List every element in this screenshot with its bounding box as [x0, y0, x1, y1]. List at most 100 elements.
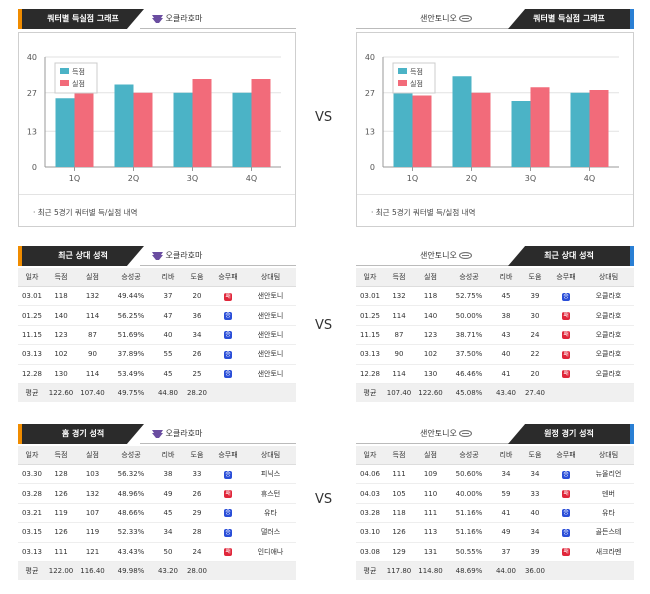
table-cell: 28 [183, 522, 211, 543]
team-label: 오클라호마 [152, 246, 202, 266]
win-badge: 승 [562, 292, 570, 301]
y-tick-label: 13 [365, 127, 375, 136]
result-cell: 패 [549, 305, 583, 326]
table-cell: 102 [414, 344, 447, 365]
section-title: 원정 경기 성적 [508, 424, 630, 444]
win-badge: 승 [224, 350, 232, 359]
y-tick-label: 0 [32, 163, 37, 172]
average-cell: 43.20 [153, 561, 183, 581]
average-cell [549, 561, 583, 581]
average-cell: 122.60 [414, 383, 447, 403]
column-header: 리바 [491, 446, 521, 465]
bar-allowed-1Q [74, 92, 94, 167]
table-header-row: 일자 득점 실점 승성공 리바 도움 승무패 상대팀 [356, 446, 634, 465]
legend-label: 실점 [72, 79, 85, 88]
column-header: 상대팀 [245, 268, 296, 287]
table-cell: 56.32% [109, 464, 153, 485]
table-cell: 90 [76, 344, 109, 365]
loss-badge: 패 [224, 292, 232, 301]
table-cell: 11.15 [356, 325, 384, 346]
average-cell: 평균 [356, 561, 384, 581]
table-cell: 샌안토니 [245, 286, 296, 307]
table-cell: 오클라호 [583, 344, 634, 365]
average-cell: 44.00 [491, 561, 521, 581]
accent-bar [18, 246, 22, 266]
result-cell: 승 [549, 522, 583, 543]
table-cell: 샌안토니 [245, 364, 296, 384]
bar-allowed-4Q [589, 90, 609, 167]
table-cell: 90 [384, 344, 414, 365]
quarter-chart-panel-left: 0 13 27 40 1Q 2Q 3Q 4Q 득점 실점 · 최근 5경기 쿼터별 득/실점 내역 [18, 32, 296, 227]
table-cell: 48.66% [109, 503, 153, 524]
average-cell: 45.08% [447, 383, 491, 403]
table-cell: 43.43% [109, 542, 153, 562]
san-antonio-logo-icon [459, 15, 473, 22]
section-title: 쿼터별 득실점 그래프 [22, 9, 144, 29]
table-cell: 38 [491, 305, 521, 326]
table-header-row: 일자 득점 실점 승성공 리바 도움 승무패 상대팀 [356, 268, 634, 287]
table-cell: 123 [46, 325, 76, 346]
average-cell [211, 383, 245, 403]
column-header: 도움 [183, 268, 211, 287]
table-cell: 119 [76, 522, 109, 543]
table-cell: 24 [521, 325, 549, 346]
x-tick-label: 3Q [525, 174, 536, 183]
vs-label: VS [315, 318, 333, 333]
table-row: 01.25 114 140 50.00% 38 30 패 오클라호 [356, 305, 634, 326]
vs-label: VS [315, 110, 333, 125]
table-cell: 111 [384, 464, 414, 485]
column-header: 승성공 [109, 446, 153, 465]
table-cell: 03.28 [18, 483, 46, 504]
table-cell: 03.10 [356, 522, 384, 543]
team-label: 샌안토니오 [420, 9, 473, 29]
table-cell: 126 [46, 483, 76, 504]
table-row: 03.21 119 107 48.66% 45 29 승 유타 [18, 503, 296, 524]
table-cell: 132 [384, 286, 414, 307]
recent-table-right: 일자 득점 실점 승성공 리바 도움 승무패 상대팀 03.01 132 118 52.75% 45 39… [356, 268, 634, 403]
table-cell: 03.30 [18, 464, 46, 485]
result-cell: 승 [211, 325, 245, 346]
column-header: 승무패 [549, 268, 583, 287]
table-cell: 댈러스 [245, 522, 296, 543]
result-cell: 패 [211, 286, 245, 307]
average-cell: 27.40 [521, 383, 549, 403]
average-cell: 116.40 [76, 561, 109, 581]
win-badge: 승 [224, 509, 232, 518]
table-row: 03.28 118 111 51.16% 41 40 승 유타 [356, 503, 634, 524]
table-cell: 뉴올리언 [583, 464, 634, 485]
table-cell: 33 [183, 464, 211, 485]
table-cell: 오클라호 [583, 305, 634, 326]
accent-bar [630, 246, 634, 266]
quarter-chart-panel-right: 0 13 27 40 1Q 2Q 3Q 4Q 득점 실점 · 최근 5경기 쿼터별 득/실점 내역 [356, 32, 634, 227]
table-cell: 118 [384, 503, 414, 524]
table-cell: 50.55% [447, 542, 491, 562]
loss-badge: 패 [562, 331, 570, 340]
loss-badge: 패 [224, 548, 232, 557]
table-cell: 25 [183, 364, 211, 384]
average-cell: 48.69% [447, 561, 491, 581]
table-cell: 04.03 [356, 483, 384, 504]
column-header: 득점 [46, 268, 76, 287]
loss-badge: 패 [562, 548, 570, 557]
table-cell: 12.28 [356, 364, 384, 384]
table-cell: 샌안토니 [245, 305, 296, 326]
column-header: 리바 [153, 446, 183, 465]
table-cell: 29 [183, 503, 211, 524]
table-cell: 140 [46, 305, 76, 326]
accent-bar [630, 9, 634, 29]
quarter-header-left: 쿼터별 득실점 그래프 오클라호마 [18, 9, 296, 29]
table-cell: 37.89% [109, 344, 153, 365]
table-cell: 49 [491, 522, 521, 543]
average-cell: 28.20 [183, 383, 211, 403]
accent-bar [630, 424, 634, 444]
bar-allowed-2Q [471, 92, 491, 167]
table-cell: 119 [46, 503, 76, 524]
away-header: 샌안토니오 원정 경기 성적 [356, 424, 634, 444]
table-cell: 130 [414, 364, 447, 384]
column-header: 상대팀 [245, 446, 296, 465]
table-cell: 114 [76, 305, 109, 326]
table-cell: 03.15 [18, 522, 46, 543]
table-cell: 33 [521, 483, 549, 504]
column-header: 리바 [153, 268, 183, 287]
table-cell: 46.46% [447, 364, 491, 384]
